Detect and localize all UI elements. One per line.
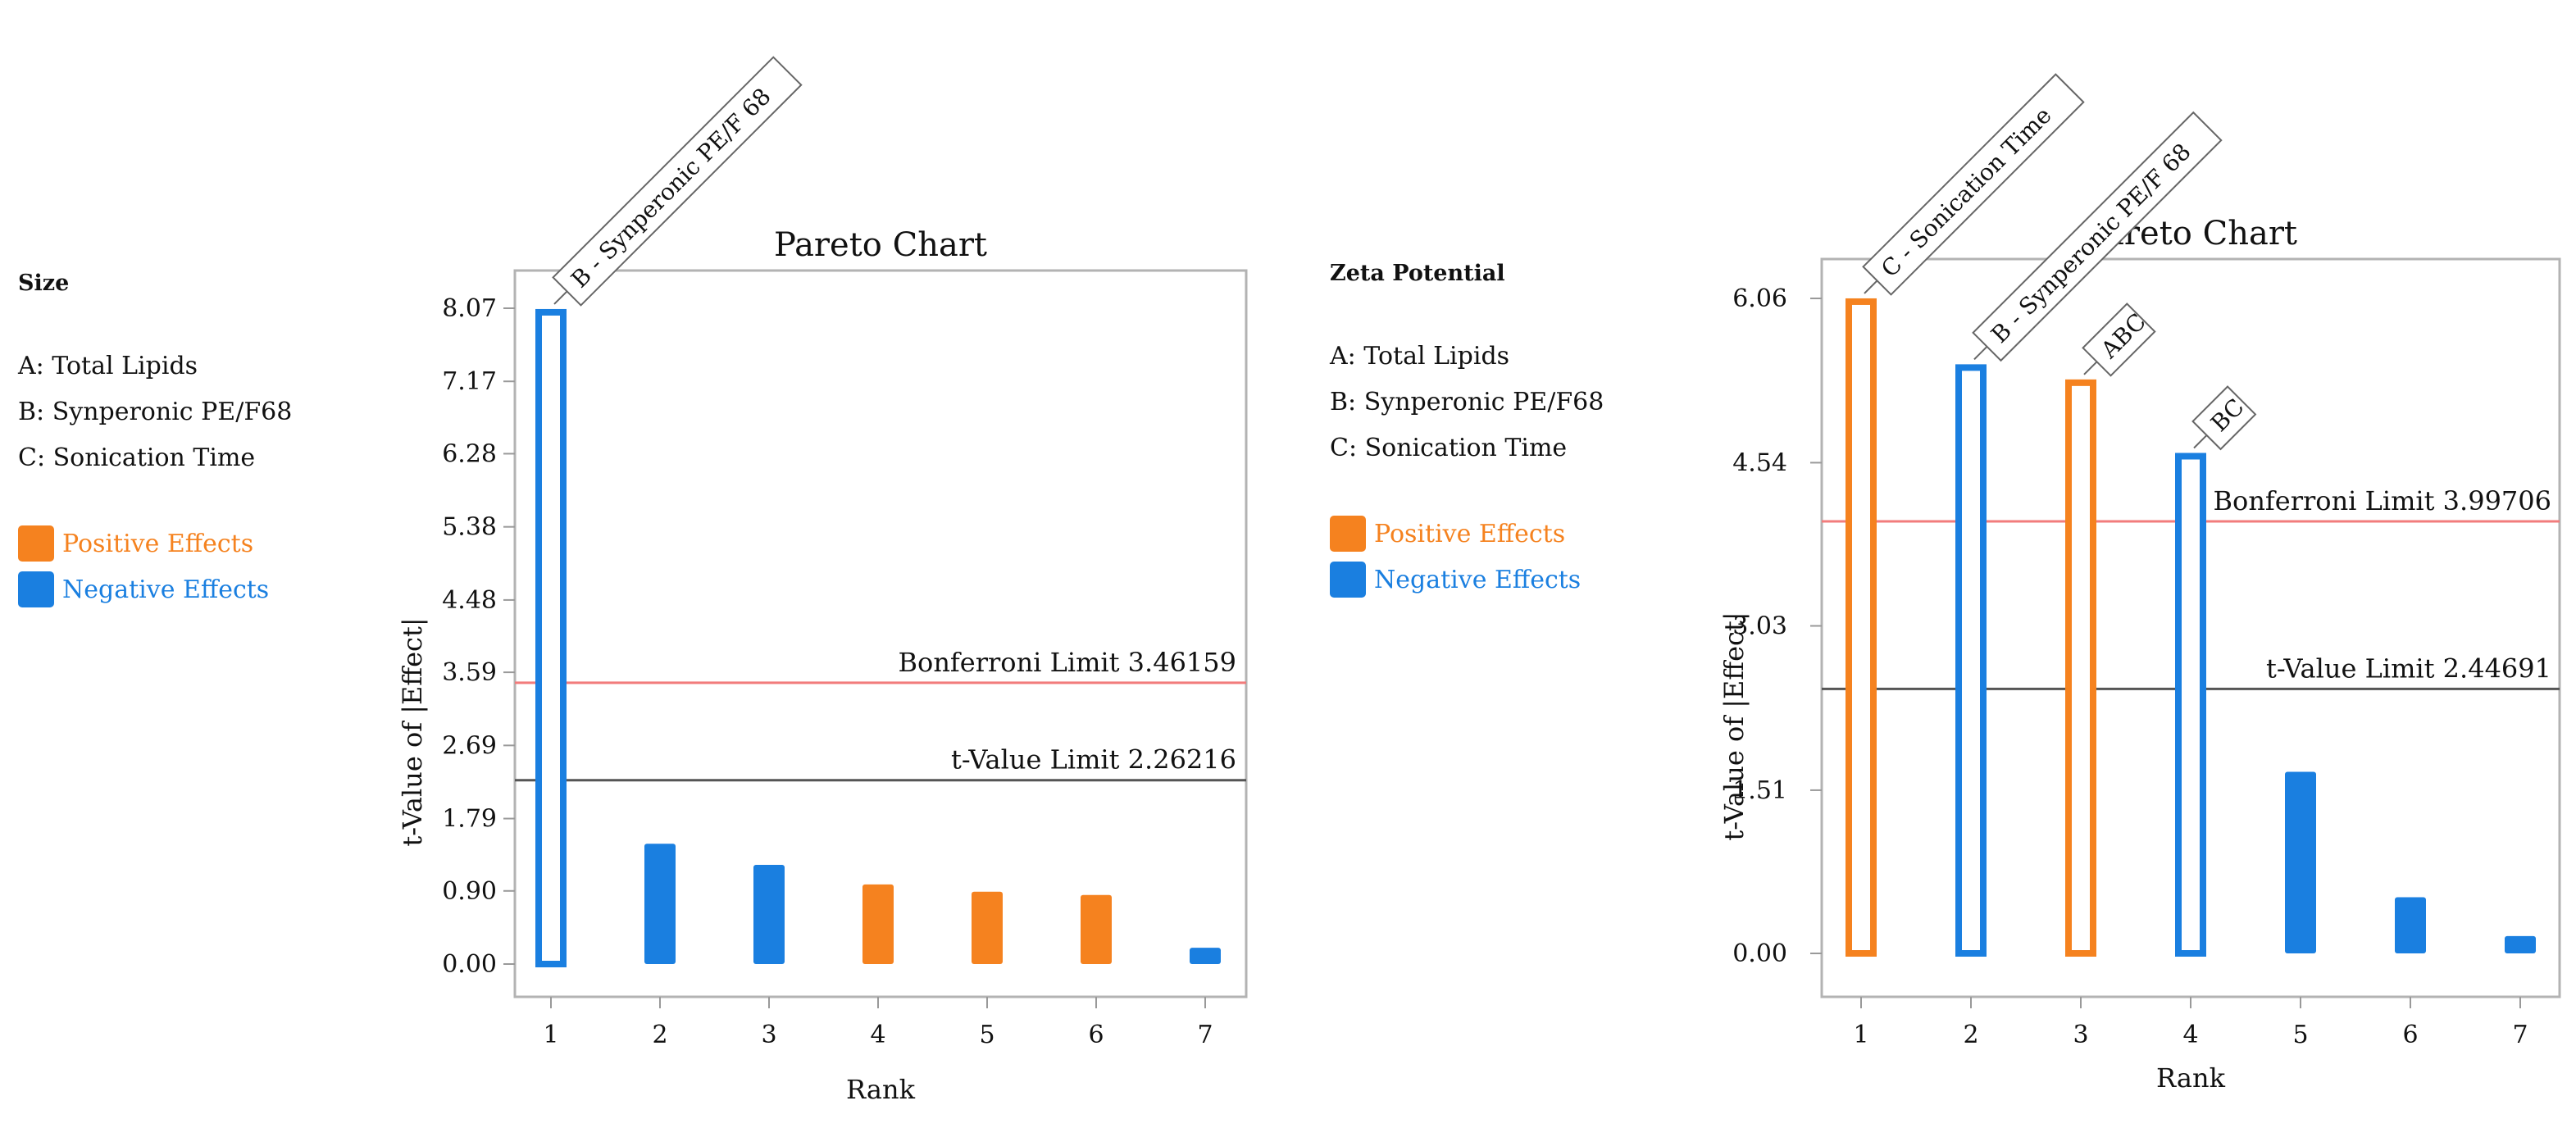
negative-effects-label: Negative Effects <box>1374 565 1582 594</box>
y-tick-label: 3.03 <box>1732 612 1787 641</box>
y-tick-label: 1.51 <box>1732 776 1787 805</box>
bar-rank-3 <box>2065 379 2096 957</box>
bar-rank-7 <box>2505 935 2536 953</box>
callout-box <box>1972 111 2223 362</box>
bar-rank-5 <box>972 891 1003 964</box>
bonferroni-limit-label: Bonferroni Limit 3.46159 <box>899 647 1236 678</box>
bar-callout: B - Synperonic PE/F 68 <box>552 56 803 307</box>
bar-rank-4 <box>2175 453 2206 957</box>
factor-c: C: Sonication Time <box>18 443 256 472</box>
callout-leader <box>1864 280 1878 294</box>
x-tick-label: 6 <box>1088 1021 1104 1049</box>
bar-rank-7 <box>1190 948 1221 964</box>
y-axis-label: t-Value of |Effect| <box>1718 612 1750 840</box>
bar-rank-5 <box>2285 771 2316 953</box>
x-tick-label: 2 <box>1963 1021 1978 1049</box>
legend-size: Size A: Total Lipids B: Synperonic PE/F6… <box>18 271 292 612</box>
bar-rank-4 <box>862 884 894 964</box>
legend-title: Zeta Potential <box>1330 261 1505 286</box>
legend-title: Size <box>18 271 70 296</box>
y-tick-label: 3.59 <box>442 658 497 687</box>
positive-swatch <box>1330 516 1366 552</box>
bar-rank-6 <box>1081 894 1112 964</box>
callout-box <box>1862 73 2085 296</box>
bar-rank-2 <box>644 844 676 964</box>
negative-swatch <box>1330 562 1366 598</box>
plot-frame <box>513 269 1248 998</box>
callout-box <box>2082 302 2156 377</box>
callout-leader <box>2193 434 2208 449</box>
bar-callout-label: C - Sonication Time <box>1876 102 2057 283</box>
positive-effects-key: Positive Effects <box>1330 511 1604 557</box>
positive-effects-label: Positive Effects <box>1374 519 1566 548</box>
callout-box <box>552 56 803 307</box>
x-tick-label: 1 <box>1853 1021 1868 1049</box>
factor-c: C: Sonication Time <box>1330 434 1568 462</box>
bar-rank-1 <box>535 308 567 968</box>
bar-callout-label: B - Synperonic PE/F 68 <box>566 83 776 293</box>
negative-effects-label: Negative Effects <box>62 575 270 604</box>
bar-rank-2 <box>1955 364 1987 957</box>
x-tick-label: 5 <box>2292 1021 2308 1049</box>
factor-b: B: Synperonic PE/F68 <box>18 398 293 426</box>
y-tick-label: 0.00 <box>442 950 497 979</box>
y-axis-label: t-Value of |Effect| <box>397 617 428 846</box>
x-tick-label: 4 <box>2182 1021 2198 1049</box>
y-tick-label: 0.00 <box>1732 939 1787 968</box>
bonferroni-limit-label: Bonferroni Limit 3.99706 <box>2214 485 2551 516</box>
chart-title: Pareto Chart <box>774 226 987 264</box>
y-tick-label: 4.48 <box>442 586 497 615</box>
bar-rank-3 <box>753 865 785 964</box>
x-axis-label: Rank <box>2156 1062 2226 1094</box>
factor-a: A: Total Lipids <box>18 352 198 380</box>
negative-swatch <box>18 571 54 607</box>
x-tick-label: 7 <box>2512 1021 2528 1049</box>
pareto-chart-1: Pareto Chart 8.07 7.17 6.28 5.38 4.48 3.59 2.69… <box>397 56 1248 1105</box>
y-tick-label: 5.38 <box>442 513 497 542</box>
pareto-chart-2: Pareto Chart6.064.543.031.510.00t-Value … <box>1718 73 2561 1094</box>
x-tick-label: 4 <box>870 1021 885 1049</box>
x-tick-label: 7 <box>1197 1021 1213 1049</box>
callout-box <box>2191 385 2257 451</box>
y-tick-label: 0.90 <box>442 877 497 906</box>
x-tick-label: 2 <box>652 1021 667 1049</box>
negative-effects-key: Negative Effects <box>18 566 292 612</box>
bar-rank-1 <box>1846 298 1877 957</box>
y-tick-label: 1.79 <box>442 805 497 834</box>
x-tick-label: 5 <box>979 1021 994 1049</box>
positive-effects-label: Positive Effects <box>62 529 254 558</box>
positive-effects-key: Positive Effects <box>18 521 292 566</box>
bar-callout: BC <box>2191 385 2257 451</box>
x-tick-label: 6 <box>2402 1021 2418 1049</box>
x-tick-label: 1 <box>543 1021 558 1049</box>
callout-leader <box>553 290 568 305</box>
callout-leader <box>2083 361 2098 375</box>
t-value-limit-label: t-Value Limit 2.26216 <box>951 744 1236 776</box>
bar-callout: ABC <box>2082 302 2156 377</box>
factor-a: A: Total Lipids <box>1330 342 1510 371</box>
y-tick-label: 7.17 <box>442 367 497 396</box>
y-tick-label: 6.06 <box>1732 284 1787 313</box>
y-tick-label: 8.07 <box>442 294 497 323</box>
callout-leader <box>1973 346 1988 361</box>
y-tick-label: 4.54 <box>1732 448 1787 477</box>
negative-effects-key: Negative Effects <box>1330 557 1604 603</box>
t-value-limit-label: t-Value Limit 2.44691 <box>2266 653 2551 684</box>
y-tick-label: 6.28 <box>442 439 497 468</box>
x-axis-label: Rank <box>846 1074 916 1105</box>
bar-rank-6 <box>2395 897 2426 953</box>
factor-b: B: Synperonic PE/F68 <box>1330 388 1604 416</box>
x-tick-label: 3 <box>761 1021 776 1049</box>
y-tick-label: 2.69 <box>442 731 497 760</box>
legend-zeta-potential: Zeta Potential A: Total Lipids B: Synper… <box>1330 261 1604 603</box>
x-tick-label: 3 <box>2073 1021 2088 1049</box>
positive-swatch <box>18 525 54 562</box>
